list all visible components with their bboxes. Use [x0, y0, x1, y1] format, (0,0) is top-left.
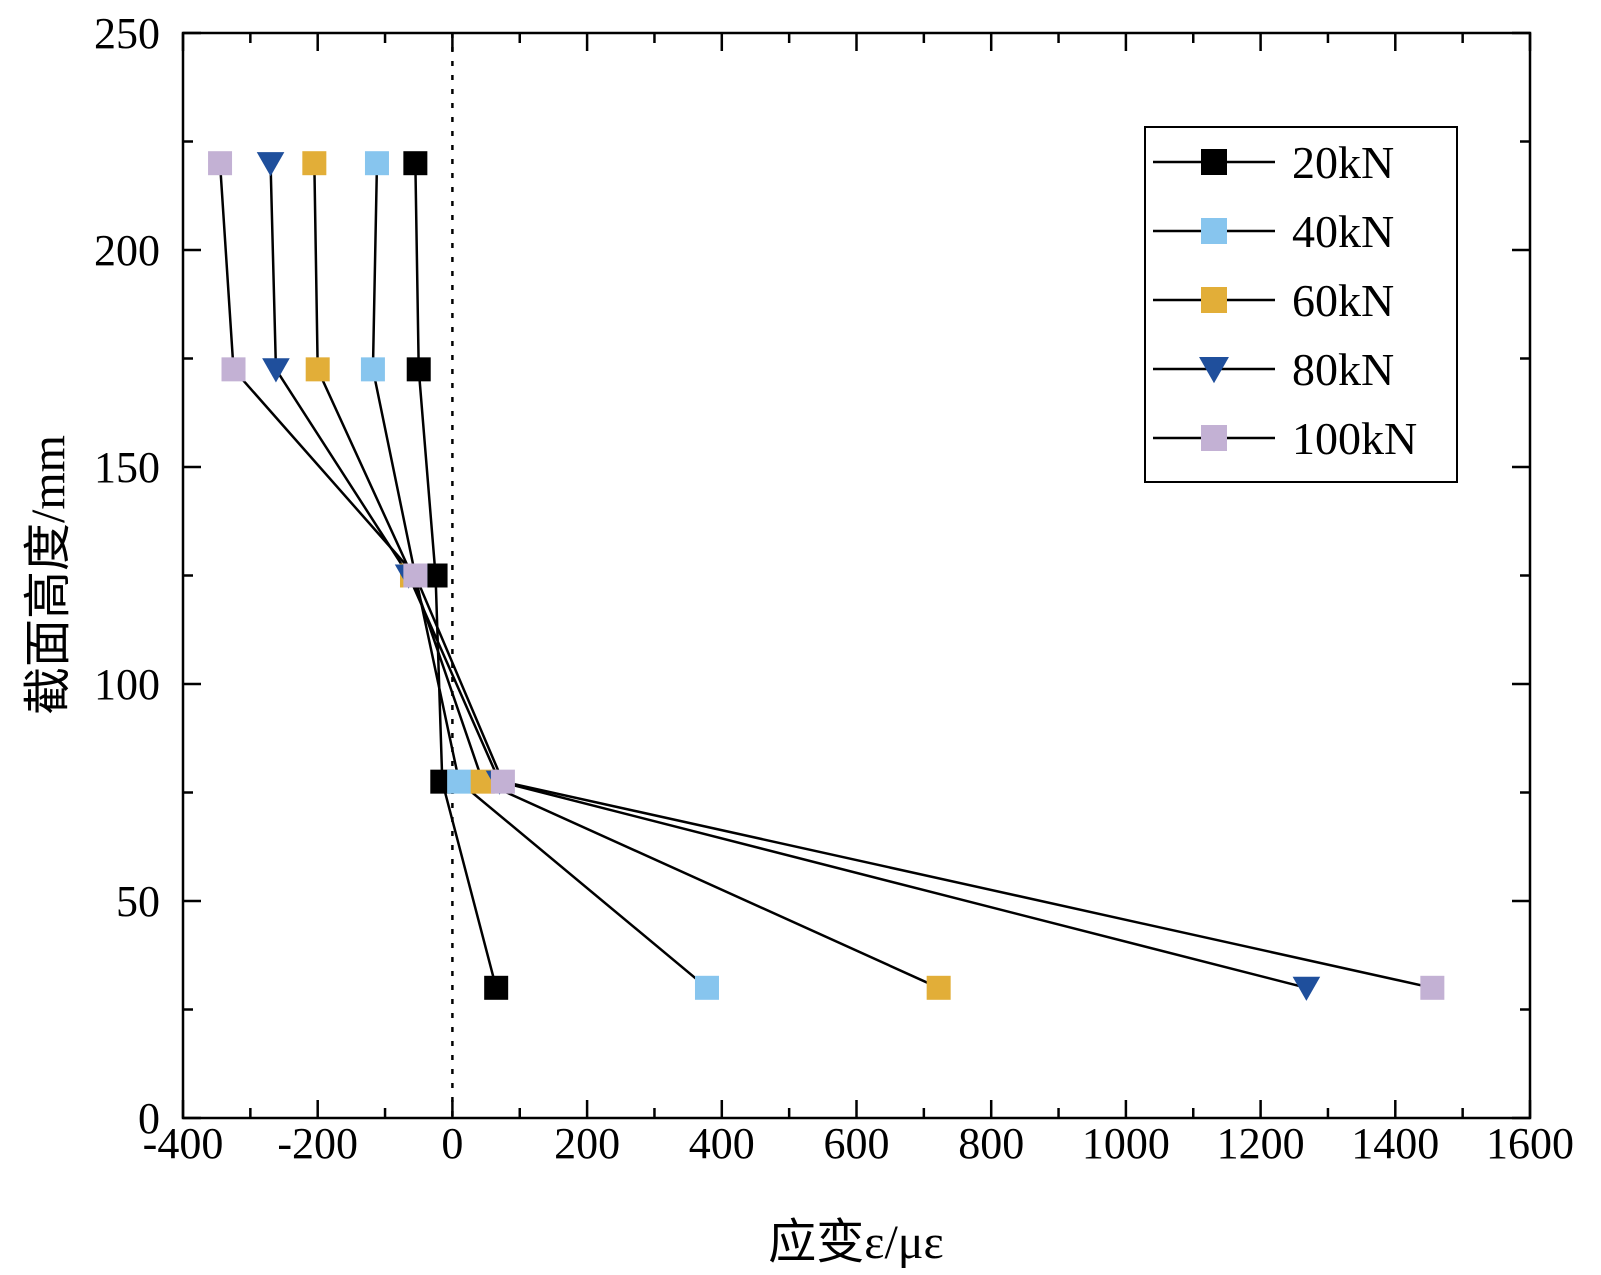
data-point-80kn — [256, 152, 285, 177]
legend-marker-60kn — [1201, 287, 1227, 313]
y-tick-label: 250 — [94, 9, 160, 58]
legend: 20kN 40kN 60kN 80kN 100kN — [1144, 126, 1458, 483]
y-tick-label: 0 — [138, 1094, 160, 1143]
y-tick-label: 100 — [94, 660, 160, 709]
data-point-60kn — [302, 151, 327, 176]
x-axis-title: 应变ε/με — [768, 1216, 943, 1269]
legend-marker-80kn — [1199, 357, 1229, 384]
legend-marker-20kn — [1201, 149, 1227, 175]
legend-label-100kn: 100kN — [1292, 413, 1417, 464]
data-point-40kn — [360, 357, 385, 382]
legend-label-40kn: 40kN — [1292, 206, 1394, 257]
data-point-20kn — [484, 975, 509, 1000]
x-tick-label: -200 — [277, 1119, 358, 1168]
legend-box — [1144, 126, 1458, 483]
legend-label-80kn: 80kN — [1292, 344, 1394, 395]
legend-marker-40kn — [1201, 218, 1227, 244]
data-point-40kn — [364, 151, 389, 176]
x-tick-label: 0 — [441, 1119, 463, 1168]
x-tick-label: -400 — [143, 1119, 224, 1168]
data-point-100kn — [490, 769, 515, 794]
x-tick-label: 1400 — [1351, 1119, 1439, 1168]
data-point-100kn — [403, 563, 428, 588]
x-tick-labels: -400 -200 0 200 400 600 800 1000 1200 1400 1600 — [143, 1119, 1574, 1168]
legend-label-60kn: 60kN — [1292, 275, 1394, 326]
data-point-80kn — [262, 358, 290, 383]
plot-area — [181, 31, 1532, 1120]
x-tick-label: 1600 — [1486, 1119, 1574, 1168]
x-tick-label: 1000 — [1082, 1119, 1170, 1168]
y-tick-label: 200 — [94, 226, 160, 275]
x-tick-label: 1200 — [1217, 1119, 1305, 1168]
y-tick-label: 150 — [94, 443, 160, 492]
data-point-100kn — [1420, 975, 1445, 1000]
data-point-60kn — [305, 357, 330, 382]
data-point-40kn — [694, 975, 719, 1000]
y-axis-title: 截面高度/mm — [22, 435, 75, 715]
data-point-20kn — [406, 357, 431, 382]
legend-marker-100kn — [1201, 425, 1227, 451]
x-tick-label: 200 — [554, 1119, 620, 1168]
y-tick-labels: 0 50 100 150 200 250 — [94, 9, 160, 1143]
x-tick-label: 400 — [689, 1119, 755, 1168]
legend-label-20kn: 20kN — [1292, 137, 1394, 188]
data-point-80kn — [1292, 976, 1321, 1001]
data-point-20kn — [403, 151, 428, 176]
x-tick-label: 800 — [958, 1119, 1024, 1168]
data-point-20kn — [423, 563, 448, 588]
series-layer — [208, 151, 1445, 1001]
data-point-100kn — [221, 357, 246, 382]
x-tick-label: 600 — [824, 1119, 890, 1168]
data-point-40kn — [447, 769, 472, 794]
data-point-60kn — [926, 975, 951, 1000]
data-point-100kn — [208, 151, 233, 176]
y-tick-label: 50 — [116, 877, 160, 926]
